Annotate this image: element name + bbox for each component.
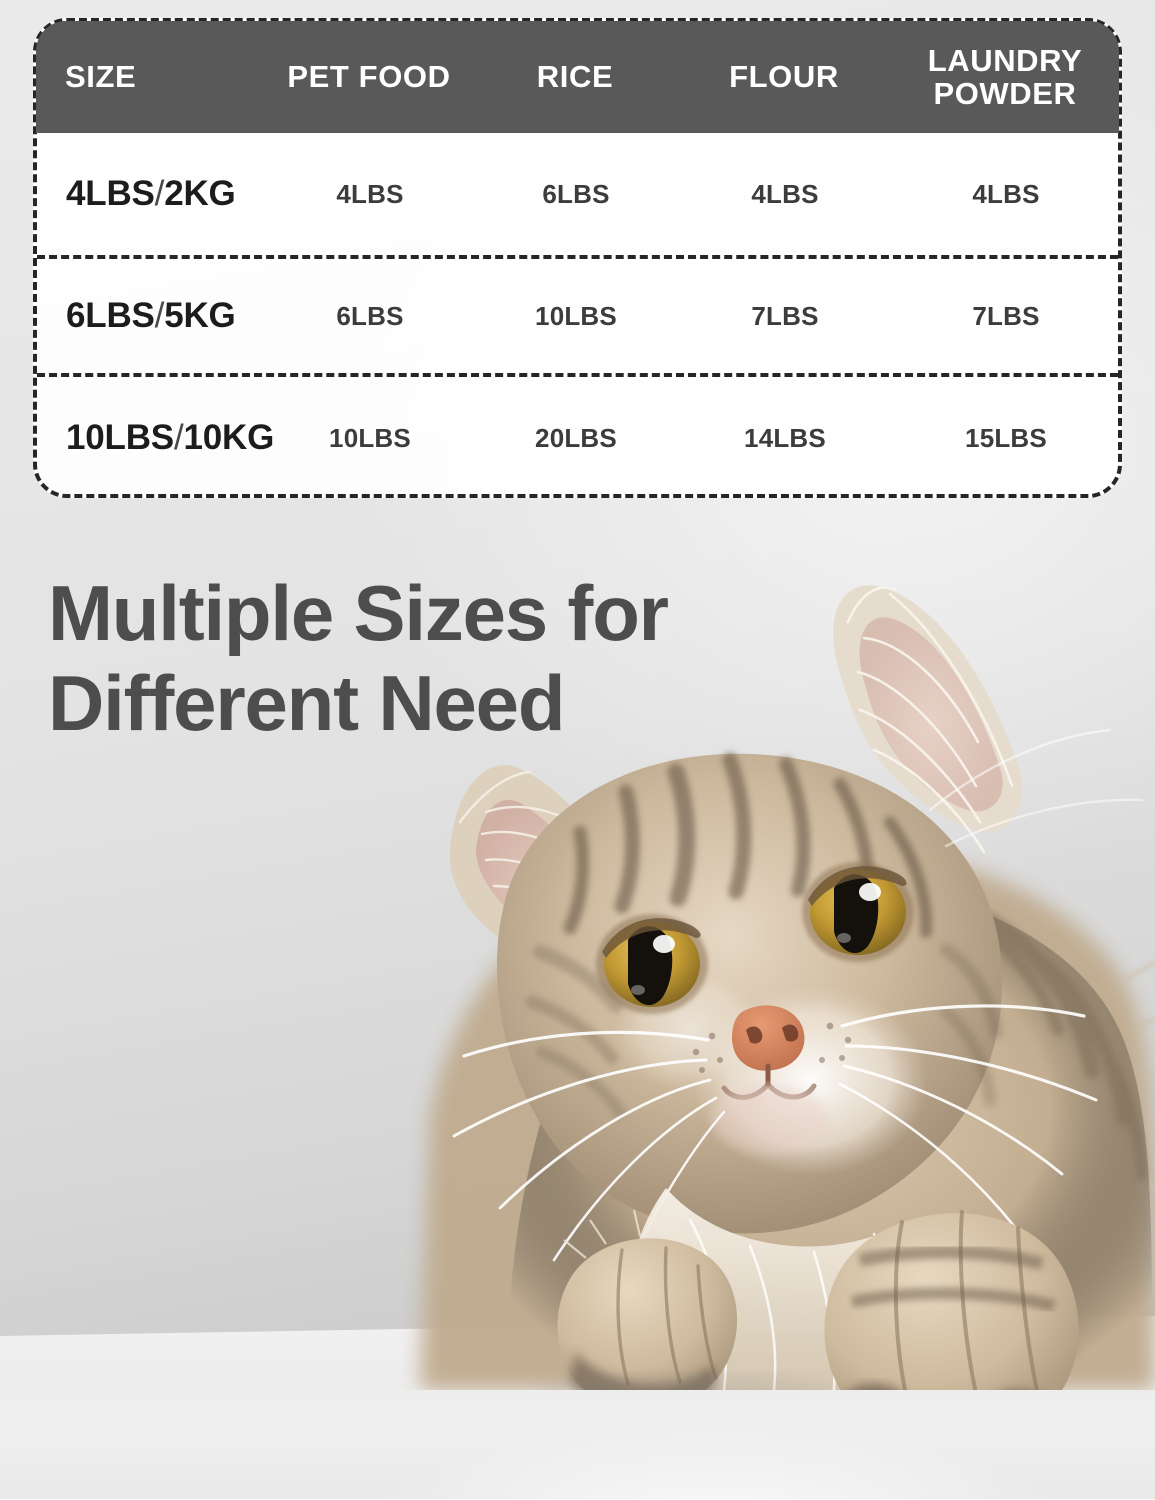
cell-laundry-powder: 15LBS (965, 422, 1047, 453)
table-header-pet-food: PET FOOD (287, 59, 451, 95)
cell-flour: 14LBS (744, 422, 826, 453)
size-separator: / (154, 174, 165, 213)
cell-size: 4LBS/2KG (37, 174, 268, 214)
size-lbs: 6LBS (66, 296, 155, 335)
size-kg: 10KG (183, 418, 275, 457)
laundry-line-2: POWDER (933, 76, 1077, 111)
table-row: 6LBS/5KG 6LBS 10LBS 7LBS 7LBS (37, 255, 1118, 377)
laundry-line-1: LAUNDRY (927, 42, 1083, 78)
table-header-laundry-powder: LAUNDRY POWDER (889, 42, 1121, 111)
cell-size: 10LBS/10KG (37, 418, 274, 458)
table-header-size: SIZE (65, 59, 137, 95)
headline-line-1: Multiple Sizes for (48, 569, 669, 657)
cell-rice: 6LBS (542, 178, 610, 209)
cell-rice: 10LBS (535, 300, 617, 331)
cell-pet-food: 6LBS (336, 300, 404, 331)
cat-head (452, 728, 1144, 1300)
cat-nose (732, 1005, 805, 1087)
table-header-flour: FLOUR (729, 59, 839, 95)
size-separator: / (173, 418, 184, 457)
cat-right-ear (833, 585, 1022, 854)
table-header-rice: RICE (536, 59, 614, 95)
cell-rice: 20LBS (535, 422, 617, 453)
cell-pet-food: 10LBS (329, 422, 411, 453)
cell-flour: 7LBS (751, 300, 819, 331)
size-spec-table: SIZE PET FOOD RICE FLOUR LAUNDRY POWDER … (33, 18, 1122, 498)
cell-flour: 4LBS (751, 178, 819, 209)
cat-eye-left (596, 914, 708, 1014)
table-header-row: SIZE PET FOOD RICE FLOUR LAUNDRY POWDER (36, 21, 1119, 133)
table-row: 10LBS/10KG 10LBS 20LBS 14LBS 15LBS (37, 377, 1118, 499)
cell-laundry-powder: 4LBS (972, 178, 1040, 209)
cell-pet-food: 4LBS (336, 178, 404, 209)
size-separator: / (154, 296, 165, 335)
size-lbs: 10LBS (66, 418, 174, 457)
cat-whiskers (452, 728, 1144, 1300)
cat-paw-right (824, 1210, 1079, 1390)
table-row: 4LBS/2KG 4LBS 6LBS 4LBS 4LBS (37, 133, 1118, 255)
size-kg: 5KG (164, 296, 236, 335)
cat-image (390, 560, 1155, 1390)
cell-laundry-powder: 7LBS (972, 300, 1040, 331)
cell-size: 6LBS/5KG (37, 296, 268, 336)
page-title: Multiple Sizes for Different Need (48, 568, 848, 749)
size-kg: 2KG (164, 174, 236, 213)
cat-eye-right (802, 862, 914, 962)
size-lbs: 4LBS (66, 174, 155, 213)
headline-line-2: Different Need (48, 659, 565, 748)
